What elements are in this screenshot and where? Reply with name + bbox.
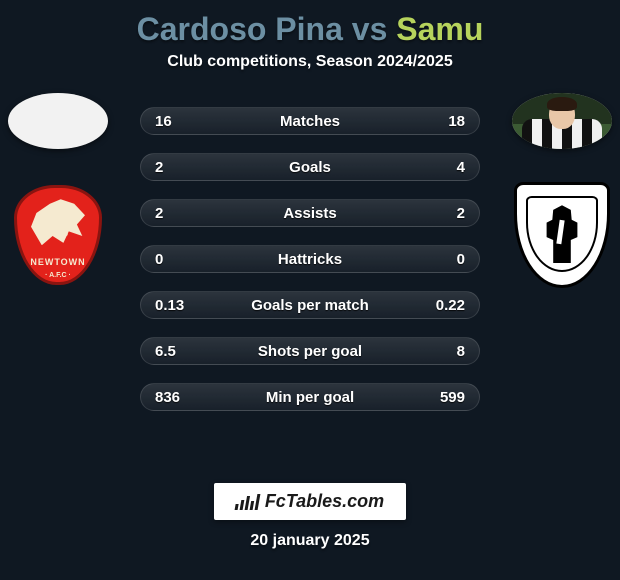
newtown-crest-icon: 1875 NEWTOWN · A.F.C · <box>14 185 102 285</box>
player2-club-badge <box>512 185 612 285</box>
logo-text: FcTables.com <box>265 491 384 512</box>
player1-avatar <box>8 93 108 149</box>
stat-label: Min per goal <box>203 389 417 406</box>
vitoria-crest-icon <box>514 182 610 288</box>
stat-label: Matches <box>203 113 417 130</box>
fctables-logo: FcTables.com <box>214 483 406 520</box>
player2-name: Samu <box>396 11 483 47</box>
stat-value-right: 2 <box>417 205 465 222</box>
stat-row: 0.13Goals per match0.22 <box>140 291 480 319</box>
stat-label: Goals <box>203 159 417 176</box>
stat-value-right: 4 <box>417 159 465 176</box>
stat-value-left: 6.5 <box>155 343 203 360</box>
crest-year: 1875 <box>47 229 69 238</box>
stat-value-left: 0.13 <box>155 297 203 314</box>
date-text: 20 january 2025 <box>250 532 369 550</box>
stat-value-right: 8 <box>417 343 465 360</box>
player2-avatar <box>512 93 612 149</box>
stat-value-left: 2 <box>155 205 203 222</box>
stats-table: 16Matches182Goals42Assists20Hattricks00.… <box>140 93 480 411</box>
stat-row: 2Goals4 <box>140 153 480 181</box>
stat-value-left: 16 <box>155 113 203 130</box>
stat-value-right: 599 <box>417 389 465 406</box>
stat-label: Hattricks <box>203 251 417 268</box>
page-title: Cardoso Pina vs Samu <box>0 0 620 53</box>
stat-row: 836Min per goal599 <box>140 383 480 411</box>
player1-name: Cardoso Pina <box>137 11 343 47</box>
stat-value-right: 18 <box>417 113 465 130</box>
stat-value-left: 2 <box>155 159 203 176</box>
left-column: 1875 NEWTOWN · A.F.C · <box>8 93 108 285</box>
stat-row: 2Assists2 <box>140 199 480 227</box>
footer: FcTables.com 20 january 2025 <box>0 483 620 550</box>
bar-chart-icon <box>234 494 260 510</box>
stat-label: Goals per match <box>203 297 417 314</box>
stat-row: 6.5Shots per goal8 <box>140 337 480 365</box>
stat-label: Assists <box>203 205 417 222</box>
stat-label: Shots per goal <box>203 343 417 360</box>
stat-row: 0Hattricks0 <box>140 245 480 273</box>
crest-afc: · A.F.C · <box>14 272 102 279</box>
stat-value-right: 0 <box>417 251 465 268</box>
crest-name: NEWTOWN <box>14 257 102 267</box>
player1-club-badge: 1875 NEWTOWN · A.F.C · <box>8 185 108 285</box>
right-column <box>512 93 612 285</box>
stat-row: 16Matches18 <box>140 107 480 135</box>
subtitle: Club competitions, Season 2024/2025 <box>0 53 620 71</box>
stat-value-right: 0.22 <box>417 297 465 314</box>
vs-word: vs <box>352 11 388 47</box>
comparison-panel: 1875 NEWTOWN · A.F.C · 16Matches182Goals… <box>0 93 620 411</box>
stat-value-left: 836 <box>155 389 203 406</box>
stat-value-left: 0 <box>155 251 203 268</box>
